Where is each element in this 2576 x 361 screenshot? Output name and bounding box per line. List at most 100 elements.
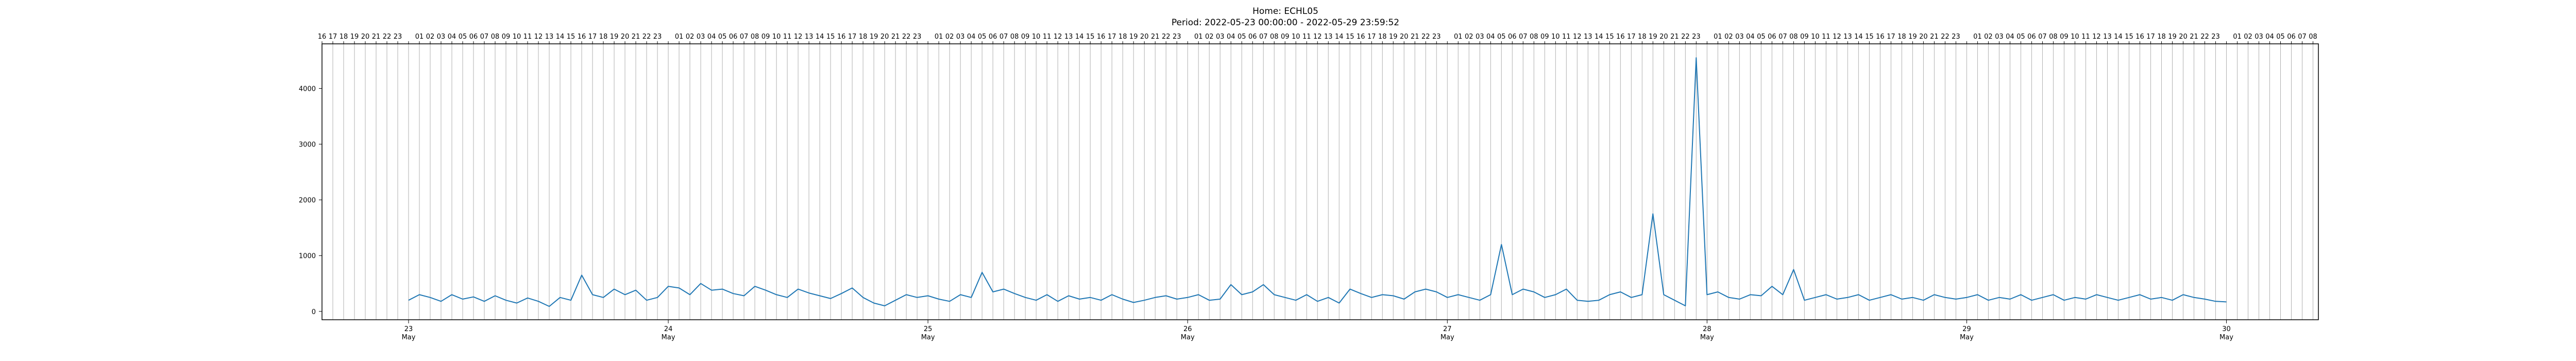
top-hour-label: 17 bbox=[1367, 33, 1376, 41]
top-hour-label: 11 bbox=[1043, 33, 1052, 41]
top-hour-label: 23 bbox=[2211, 33, 2220, 41]
top-hour-label: 07 bbox=[480, 33, 489, 41]
top-hour-label: 09 bbox=[761, 33, 770, 41]
top-hour-label: 19 bbox=[610, 33, 619, 41]
top-hour-label: 11 bbox=[523, 33, 532, 41]
x-tick-month-label: May bbox=[1181, 334, 1195, 341]
top-hour-label: 03 bbox=[956, 33, 965, 41]
top-hour-label: 20 bbox=[880, 33, 889, 41]
top-hour-label: 20 bbox=[2179, 33, 2188, 41]
top-hour-label: 23 bbox=[653, 33, 662, 41]
top-hour-label: 20 bbox=[1919, 33, 1928, 41]
top-hour-label: 22 bbox=[2200, 33, 2209, 41]
top-hour-label: 03 bbox=[1476, 33, 1484, 41]
top-hour-label: 18 bbox=[1897, 33, 1906, 41]
top-hour-label: 04 bbox=[2006, 33, 2014, 41]
top-hour-label: 18 bbox=[1118, 33, 1127, 41]
top-hour-label: 17 bbox=[848, 33, 857, 41]
y-tick-label: 1000 bbox=[299, 253, 316, 260]
top-hour-label: 08 bbox=[2049, 33, 2058, 41]
x-tick-day-label: 30 bbox=[2222, 325, 2231, 333]
top-hour-label: 16 bbox=[1876, 33, 1885, 41]
top-hour-label: 20 bbox=[621, 33, 630, 41]
top-hour-label: 10 bbox=[1032, 33, 1041, 41]
top-hour-label: 18 bbox=[340, 33, 348, 41]
top-hour-label: 22 bbox=[1941, 33, 1950, 41]
top-hour-label: 22 bbox=[642, 33, 651, 41]
top-hour-label: 04 bbox=[707, 33, 716, 41]
top-hour-label: 04 bbox=[1746, 33, 1755, 41]
top-hour-label: 15 bbox=[826, 33, 835, 41]
top-hour-label: 12 bbox=[794, 33, 803, 41]
top-hour-label: 12 bbox=[1833, 33, 1841, 41]
top-hour-label: 15 bbox=[2125, 33, 2133, 41]
top-hour-label: 14 bbox=[1854, 33, 1863, 41]
y-tick-label: 0 bbox=[312, 308, 316, 316]
top-hour-label: 21 bbox=[632, 33, 640, 41]
x-tick-month-label: May bbox=[402, 334, 416, 341]
top-hour-label: 16 bbox=[2136, 33, 2144, 41]
top-hour-label: 04 bbox=[967, 33, 976, 41]
chart-title: Home: ECHL05 bbox=[1252, 6, 1318, 17]
top-hour-label: 06 bbox=[989, 33, 997, 41]
top-hour-label: 22 bbox=[1421, 33, 1430, 41]
top-hour-label: 11 bbox=[2081, 33, 2090, 41]
plot-area-frame bbox=[321, 43, 2319, 320]
x-tick-month-label: May bbox=[1960, 334, 1974, 341]
x-tick-month-label: May bbox=[662, 334, 675, 341]
top-hour-label: 18 bbox=[1638, 33, 1647, 41]
top-hour-label: 19 bbox=[1649, 33, 1657, 41]
top-hour-label: 08 bbox=[751, 33, 759, 41]
top-hour-label: 11 bbox=[1562, 33, 1571, 41]
top-hour-label: 01 bbox=[1714, 33, 1722, 41]
top-hour-label: 09 bbox=[1540, 33, 1549, 41]
top-hour-label: 17 bbox=[1108, 33, 1116, 41]
top-hour-label: 02 bbox=[426, 33, 435, 41]
top-hour-label: 20 bbox=[1400, 33, 1409, 41]
x-tick-month-label: May bbox=[921, 334, 935, 341]
hour-gridlines bbox=[321, 44, 2313, 320]
top-hour-label: 23 bbox=[1173, 33, 1181, 41]
chart-subtitle: Period: 2022-05-23 00:00:00 - 2022-05-29… bbox=[1172, 18, 1399, 28]
top-hour-label: 15 bbox=[1086, 33, 1095, 41]
top-hour-label: 17 bbox=[1627, 33, 1636, 41]
top-hour-label: 19 bbox=[1389, 33, 1398, 41]
top-hour-label: 10 bbox=[513, 33, 521, 41]
top-hour-label: 13 bbox=[805, 33, 814, 41]
top-hour-label: 14 bbox=[2114, 33, 2123, 41]
top-hour-label: 07 bbox=[2298, 33, 2307, 41]
top-hour-label: 06 bbox=[1248, 33, 1257, 41]
top-hour-label: 18 bbox=[599, 33, 608, 41]
top-hour-label: 16 bbox=[578, 33, 586, 41]
top-hour-label: 12 bbox=[1573, 33, 1582, 41]
top-hour-label: 12 bbox=[1313, 33, 1322, 41]
top-hour-label: 07 bbox=[1778, 33, 1787, 41]
y-axis-ticks: 0 1000 2000 3000 4000 bbox=[299, 85, 322, 316]
top-hour-label: 08 bbox=[1789, 33, 1798, 41]
x-tick-month-label: May bbox=[1700, 334, 1714, 341]
top-hour-label: 03 bbox=[1735, 33, 1744, 41]
top-hour-label: 07 bbox=[1519, 33, 1528, 41]
top-hour-label: 04 bbox=[448, 33, 456, 41]
top-hour-label: 03 bbox=[1995, 33, 2004, 41]
top-hour-label: 05 bbox=[978, 33, 987, 41]
top-hour-label: 19 bbox=[870, 33, 878, 41]
top-hour-label: 09 bbox=[1800, 33, 1809, 41]
top-hour-label: 03 bbox=[2255, 33, 2263, 41]
top-hour-label: 14 bbox=[1335, 33, 1344, 41]
x-tick-day-label: 29 bbox=[1962, 325, 1971, 333]
x-tick-month-label: May bbox=[2219, 334, 2233, 341]
x-tick-day-label: 28 bbox=[1703, 325, 1711, 333]
top-hour-label: 21 bbox=[891, 33, 900, 41]
top-hour-label: 17 bbox=[329, 33, 337, 41]
x-tick-day-label: 25 bbox=[924, 325, 933, 333]
top-hour-label: 14 bbox=[816, 33, 824, 41]
top-hour-label: 16 bbox=[1616, 33, 1625, 41]
top-hour-label: 01 bbox=[1194, 33, 1203, 41]
top-hour-label: 09 bbox=[2060, 33, 2069, 41]
top-hour-label: 05 bbox=[2276, 33, 2285, 41]
top-hour-label: 01 bbox=[2233, 33, 2242, 41]
top-hour-label: 08 bbox=[491, 33, 500, 41]
top-hour-label: 05 bbox=[2016, 33, 2025, 41]
